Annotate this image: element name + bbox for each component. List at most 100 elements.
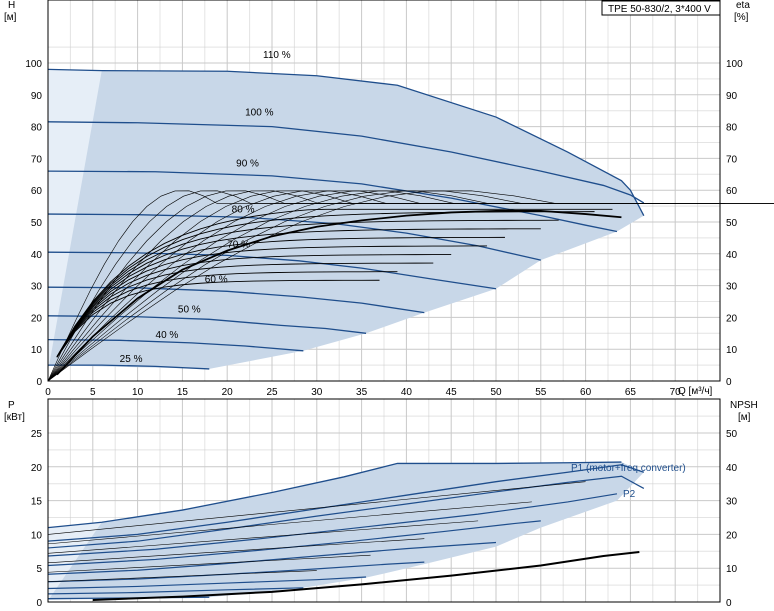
power-curve-P240 xyxy=(47,587,304,595)
speed-label: 25 % xyxy=(120,354,143,365)
p1-family-curve xyxy=(47,520,479,554)
head-tick-label: 70 xyxy=(31,154,43,165)
head-curve-100 xyxy=(47,121,645,204)
power-curve-P270 xyxy=(47,541,497,575)
eta-axis-unit: [%] xyxy=(734,12,749,23)
speed-label: 110 % xyxy=(263,50,291,61)
x-tick-label: 0 xyxy=(45,387,51,398)
head-tick-label: 90 xyxy=(31,91,43,102)
efficiency-bundle-curve xyxy=(56,211,595,357)
power-tick-label: 25 xyxy=(31,429,43,440)
efficiency-bundle-curve xyxy=(56,219,559,357)
eta-tick-label: 90 xyxy=(726,91,738,102)
power-curve-P250 xyxy=(47,576,367,590)
power-tick-label: 0 xyxy=(36,598,42,609)
head-curve-25 xyxy=(48,364,210,370)
p1-family-curve xyxy=(47,570,317,583)
head-tick-label: 40 xyxy=(31,250,43,261)
efficiency-bundle-curve xyxy=(56,271,398,358)
npsh-tick-label: 20 xyxy=(726,530,738,541)
x-tick-label: 30 xyxy=(311,387,323,398)
eta-axis-label: eta xyxy=(736,0,750,11)
power-curve-P1100 xyxy=(47,464,645,542)
power-axis-label: P xyxy=(8,400,15,411)
head-tick-label: 80 xyxy=(31,123,43,134)
speed-label: 90 % xyxy=(236,158,259,169)
x-tick-label: 70 xyxy=(670,387,682,398)
x-tick-label: 35 xyxy=(356,387,368,398)
power-curve-P2100 xyxy=(47,475,645,549)
speed-label: 100 % xyxy=(245,107,273,118)
speed-label: 40 % xyxy=(156,330,179,341)
head-axis-unit: [м] xyxy=(4,12,17,23)
head-curve-60 xyxy=(47,286,425,314)
head-curve-110 xyxy=(47,68,645,216)
head-tick-label: 60 xyxy=(31,186,43,197)
power-tick-label: 10 xyxy=(31,530,43,541)
npsh-axis-unit: [м] xyxy=(738,412,751,423)
x-tick-label: 50 xyxy=(490,387,502,398)
eta-tick-label: 20 xyxy=(726,313,738,324)
npsh-tick-label: 10 xyxy=(726,564,738,575)
power-curve-P260 xyxy=(47,561,425,583)
x-tick-label: 55 xyxy=(535,387,547,398)
power-min-flow-wedge xyxy=(48,522,102,601)
power-tick-label: 5 xyxy=(36,564,42,575)
head-axis-label: H xyxy=(8,0,15,11)
eta-tick-label: 30 xyxy=(726,282,738,293)
power-axis-unit: [кВт] xyxy=(4,412,25,423)
x-tick-label: 20 xyxy=(222,387,234,398)
power-tick-label: 20 xyxy=(31,463,43,474)
efficiency-bundle-curve xyxy=(56,236,505,358)
title-box xyxy=(601,0,721,16)
efficiency-bundle-curve xyxy=(56,254,452,358)
npsh-curve xyxy=(92,550,640,601)
head-tick-label: 50 xyxy=(31,218,43,229)
efficiency-bundle-curve xyxy=(56,245,488,358)
speed-label: 70 % xyxy=(227,239,250,250)
npsh-tick-label: 30 xyxy=(726,497,738,508)
eta-tick-label: 80 xyxy=(726,123,738,134)
npsh-tick-label: 50 xyxy=(726,429,738,440)
x-tick-label: 15 xyxy=(177,387,189,398)
eta-tick-label: 60 xyxy=(726,186,738,197)
efficiency-curve xyxy=(56,209,622,376)
operating-range-fill xyxy=(48,69,644,369)
speed-label: 50 % xyxy=(178,305,201,316)
head-tick-label: 20 xyxy=(31,313,43,324)
speed-label: 60 % xyxy=(205,274,228,285)
eta-tick-label: 40 xyxy=(726,250,738,261)
p1-family-curve xyxy=(47,538,425,564)
power-curve-P290 xyxy=(47,493,618,557)
p1-family-curve xyxy=(47,554,371,573)
head-tick-label: 30 xyxy=(31,282,43,293)
p1-annotation: P1 (motor+freq.converter) xyxy=(571,463,686,474)
efficiency-family-curve xyxy=(47,190,774,382)
eta-tick-label: 70 xyxy=(726,154,738,165)
x-tick-label: 40 xyxy=(401,387,413,398)
x-axis-label: Q [м³/ч] xyxy=(678,386,713,397)
x-tick-label: 60 xyxy=(580,387,592,398)
top-plot-frame xyxy=(47,0,721,382)
efficiency-bundle-curve xyxy=(56,279,380,358)
p1-family-curve xyxy=(47,501,532,545)
head-tick-label: 0 xyxy=(36,377,42,388)
eta-tick-label: 100 xyxy=(726,59,743,70)
x-tick-label: 65 xyxy=(625,387,637,398)
npsh-tick-label: 0 xyxy=(726,598,732,609)
x-tick-label: 5 xyxy=(90,387,96,398)
efficiency-bundle-curve xyxy=(56,262,434,358)
head-tick-label: 10 xyxy=(31,345,43,356)
npsh-axis-label: NPSH xyxy=(730,400,758,411)
head-curve-70 xyxy=(47,251,497,290)
speed-label: 80 % xyxy=(232,204,255,215)
min-flow-wedge xyxy=(48,69,102,372)
bottom-plot-frame xyxy=(47,398,721,603)
p2-annotation: P2 xyxy=(623,489,636,500)
chart-title: TPE 50-830/2, 3*400 V xyxy=(608,4,711,15)
x-tick-label: 10 xyxy=(132,387,144,398)
p1-family-curve xyxy=(47,481,586,535)
efficiency-bundle-curve xyxy=(56,208,613,357)
